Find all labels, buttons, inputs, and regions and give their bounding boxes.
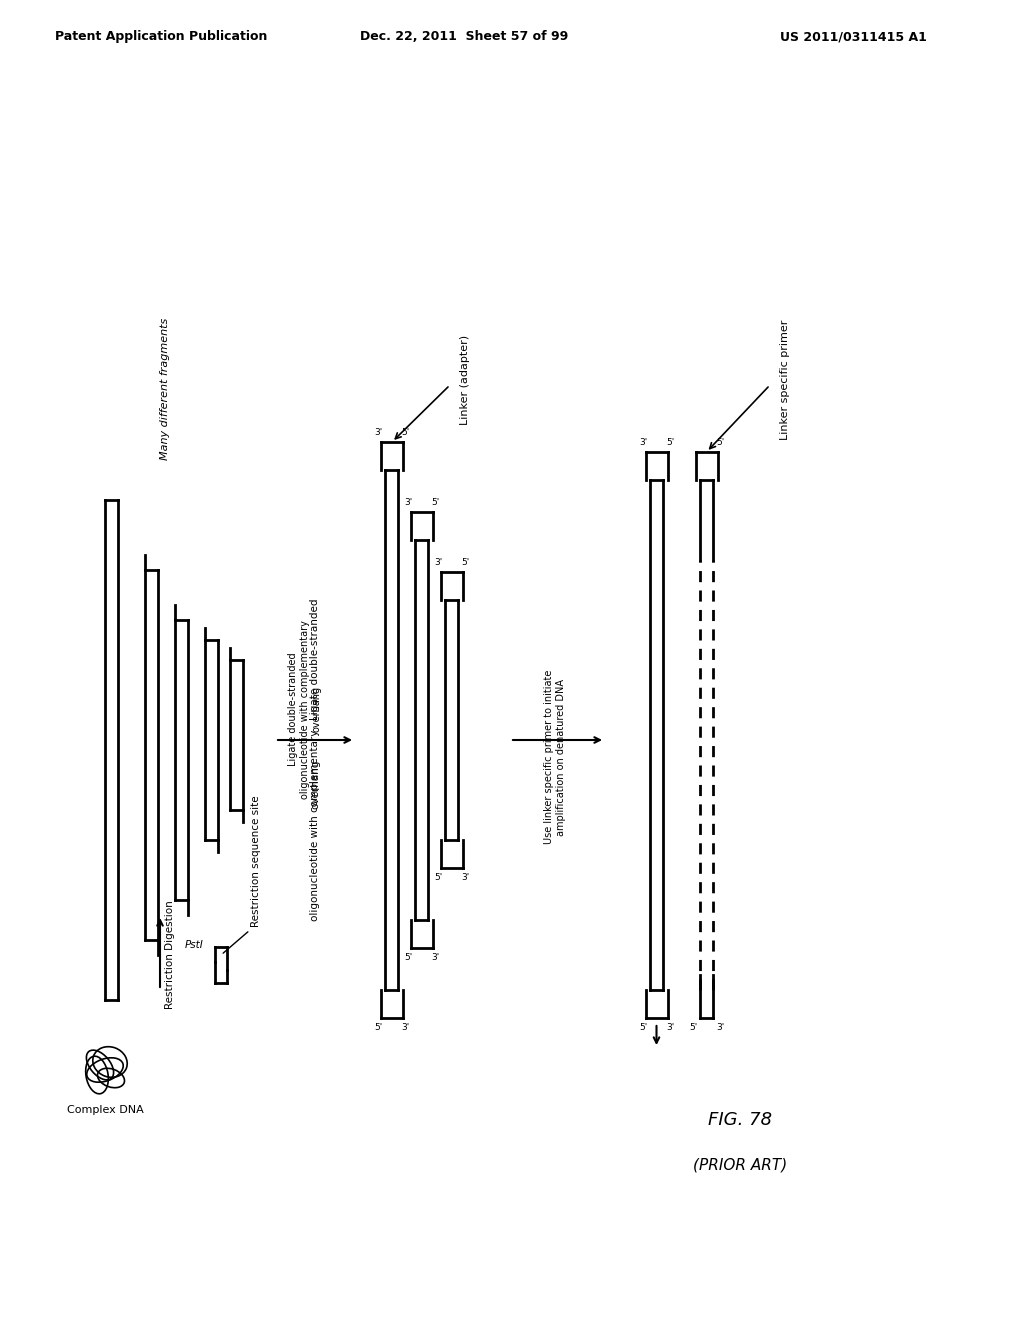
Text: 5': 5' [639,1023,647,1032]
Text: Restriction Digestion: Restriction Digestion [165,900,175,1010]
Text: 3': 3' [461,873,469,882]
Text: 3': 3' [434,558,442,568]
Text: 5': 5' [403,953,412,962]
Text: 5': 5' [400,428,410,437]
Text: Linker (adapter): Linker (adapter) [460,335,470,425]
Text: 3': 3' [639,438,647,447]
Text: Many different fragments: Many different fragments [160,318,170,459]
Text: Dec. 22, 2011  Sheet 57 of 99: Dec. 22, 2011 Sheet 57 of 99 [360,30,568,44]
Text: 3': 3' [666,1023,674,1032]
Text: Ligate double-stranded: Ligate double-stranded [310,598,319,719]
Text: Restriction sequence site: Restriction sequence site [251,796,261,927]
Text: 5': 5' [666,438,674,447]
Text: 5': 5' [434,873,442,882]
Text: FIG. 78: FIG. 78 [708,1111,772,1129]
Text: Patent Application Publication: Patent Application Publication [55,30,267,44]
Text: 3': 3' [716,1023,724,1032]
Text: 3': 3' [400,1023,410,1032]
Text: 5': 5' [461,558,469,568]
Text: 5': 5' [374,1023,382,1032]
Text: 3': 3' [374,428,382,437]
Text: Use linker specific primer to initiate
amplification on denatured DNA: Use linker specific primer to initiate a… [544,671,566,845]
Text: 3': 3' [431,953,439,962]
Text: oligonucleotide with complementary: oligonucleotide with complementary [310,730,319,921]
Text: 5': 5' [431,498,439,507]
Text: US 2011/0311415 A1: US 2011/0311415 A1 [780,30,927,44]
Text: Ligate double-stranded
oligonucleotide with complementary
overhang: Ligate double-stranded oligonucleotide w… [289,620,322,799]
Text: Linker specific primer: Linker specific primer [780,319,790,440]
Text: PstI: PstI [185,940,204,950]
Text: overhang: overhang [310,760,319,809]
Text: Complex DNA: Complex DNA [67,1105,143,1115]
Text: (PRIOR ART): (PRIOR ART) [693,1158,787,1172]
Text: 3': 3' [403,498,412,507]
Text: 5': 5' [689,1023,697,1032]
Text: 5': 5' [716,438,724,447]
